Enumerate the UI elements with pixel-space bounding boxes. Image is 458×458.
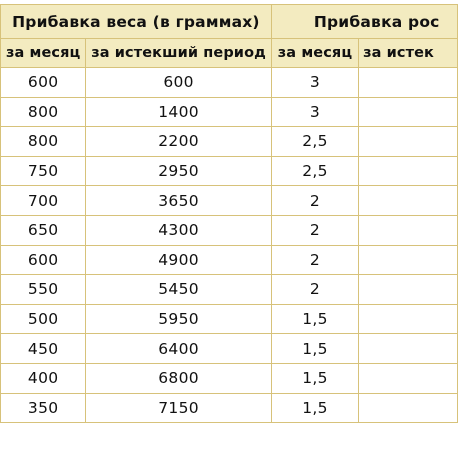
height-cumulative-cell <box>358 67 458 98</box>
table-row: 550 5450 2 <box>0 274 458 305</box>
weight-cumulative-cell: 3650 <box>85 185 272 216</box>
weight-cumulative-cell: 6800 <box>85 362 272 394</box>
growth-table: Прибавка веса (в граммах) Прибавка рос з… <box>0 4 458 424</box>
weight-cumulative-cell: 5950 <box>85 303 272 335</box>
weight-per-month-cell: 800 <box>0 96 87 128</box>
table-row: 800 2200 2,5 <box>0 126 458 157</box>
height-per-month-cell: 2 <box>270 185 360 216</box>
weight-cumulative-cell: 2950 <box>85 155 272 187</box>
table-row: 450 6400 1,5 <box>0 333 458 364</box>
table-row: 750 2950 2,5 <box>0 155 458 187</box>
height-per-month-cell: 2,5 <box>270 126 360 157</box>
height-cumulative-cell <box>358 96 458 128</box>
height-cumulative-cell <box>358 362 458 394</box>
height-per-month-cell: 2 <box>270 244 360 276</box>
table-row: 700 3650 2 <box>0 185 458 216</box>
weight-cumulative-cell: 4900 <box>85 244 272 276</box>
table-body: 600 600 3 800 1400 3 800 2200 2,5 750 29… <box>0 67 458 424</box>
height-per-month-header: за месяц <box>270 38 360 68</box>
weight-per-month-cell: 550 <box>0 274 87 305</box>
height-per-month-cell: 1,5 <box>270 392 360 424</box>
height-per-month-cell: 2 <box>270 214 360 246</box>
height-per-month-cell: 1,5 <box>270 303 360 335</box>
height-cumulative-cell <box>358 303 458 335</box>
weight-per-month-cell: 600 <box>0 67 87 98</box>
weight-per-month-cell: 500 <box>0 303 87 335</box>
weight-cumulative-header: за истекший период <box>85 38 272 68</box>
height-per-month-cell: 3 <box>270 67 360 98</box>
header-group-row: Прибавка веса (в граммах) Прибавка рос <box>0 4 458 39</box>
weight-per-month-cell: 750 <box>0 155 87 187</box>
header-sub-row: за месяц за истекший период за месяц за … <box>0 38 458 68</box>
height-cumulative-cell <box>358 333 458 364</box>
height-per-month-cell: 1,5 <box>270 362 360 394</box>
height-per-month-cell: 3 <box>270 96 360 128</box>
height-cumulative-cell <box>358 214 458 246</box>
weight-per-month-cell: 400 <box>0 362 87 394</box>
height-cumulative-cell <box>358 244 458 276</box>
weight-per-month-header: за месяц <box>0 38 87 68</box>
weight-cumulative-cell: 4300 <box>85 214 272 246</box>
height-cumulative-cell <box>358 155 458 187</box>
table-row: 650 4300 2 <box>0 214 458 246</box>
weight-per-month-cell: 600 <box>0 244 87 276</box>
weight-cumulative-cell: 6400 <box>85 333 272 364</box>
table-row: 350 7150 1,5 <box>0 392 458 424</box>
height-per-month-cell: 2,5 <box>270 155 360 187</box>
weight-cumulative-cell: 5450 <box>85 274 272 305</box>
weight-cumulative-cell: 7150 <box>85 392 272 424</box>
weight-per-month-cell: 650 <box>0 214 87 246</box>
weight-cumulative-cell: 1400 <box>85 96 272 128</box>
table-row: 500 5950 1,5 <box>0 303 458 335</box>
weight-gain-group-header: Прибавка веса (в граммах) <box>0 4 272 39</box>
table-row: 600 4900 2 <box>0 244 458 276</box>
height-per-month-cell: 1,5 <box>270 333 360 364</box>
height-cumulative-cell <box>358 126 458 157</box>
height-cumulative-cell <box>358 185 458 216</box>
height-per-month-cell: 2 <box>270 274 360 305</box>
weight-cumulative-cell: 2200 <box>85 126 272 157</box>
weight-per-month-cell: 450 <box>0 333 87 364</box>
weight-per-month-cell: 800 <box>0 126 87 157</box>
table-row: 400 6800 1,5 <box>0 362 458 394</box>
weight-per-month-cell: 350 <box>0 392 87 424</box>
height-cumulative-cell <box>358 274 458 305</box>
weight-per-month-cell: 700 <box>0 185 87 216</box>
table-row: 800 1400 3 <box>0 96 458 128</box>
height-cumulative-header: за истек <box>358 38 458 68</box>
table-row: 600 600 3 <box>0 67 458 98</box>
weight-cumulative-cell: 600 <box>85 67 272 98</box>
height-gain-group-header: Прибавка рос <box>270 4 458 39</box>
height-cumulative-cell <box>358 392 458 424</box>
table-header: Прибавка веса (в граммах) Прибавка рос з… <box>0 4 458 68</box>
